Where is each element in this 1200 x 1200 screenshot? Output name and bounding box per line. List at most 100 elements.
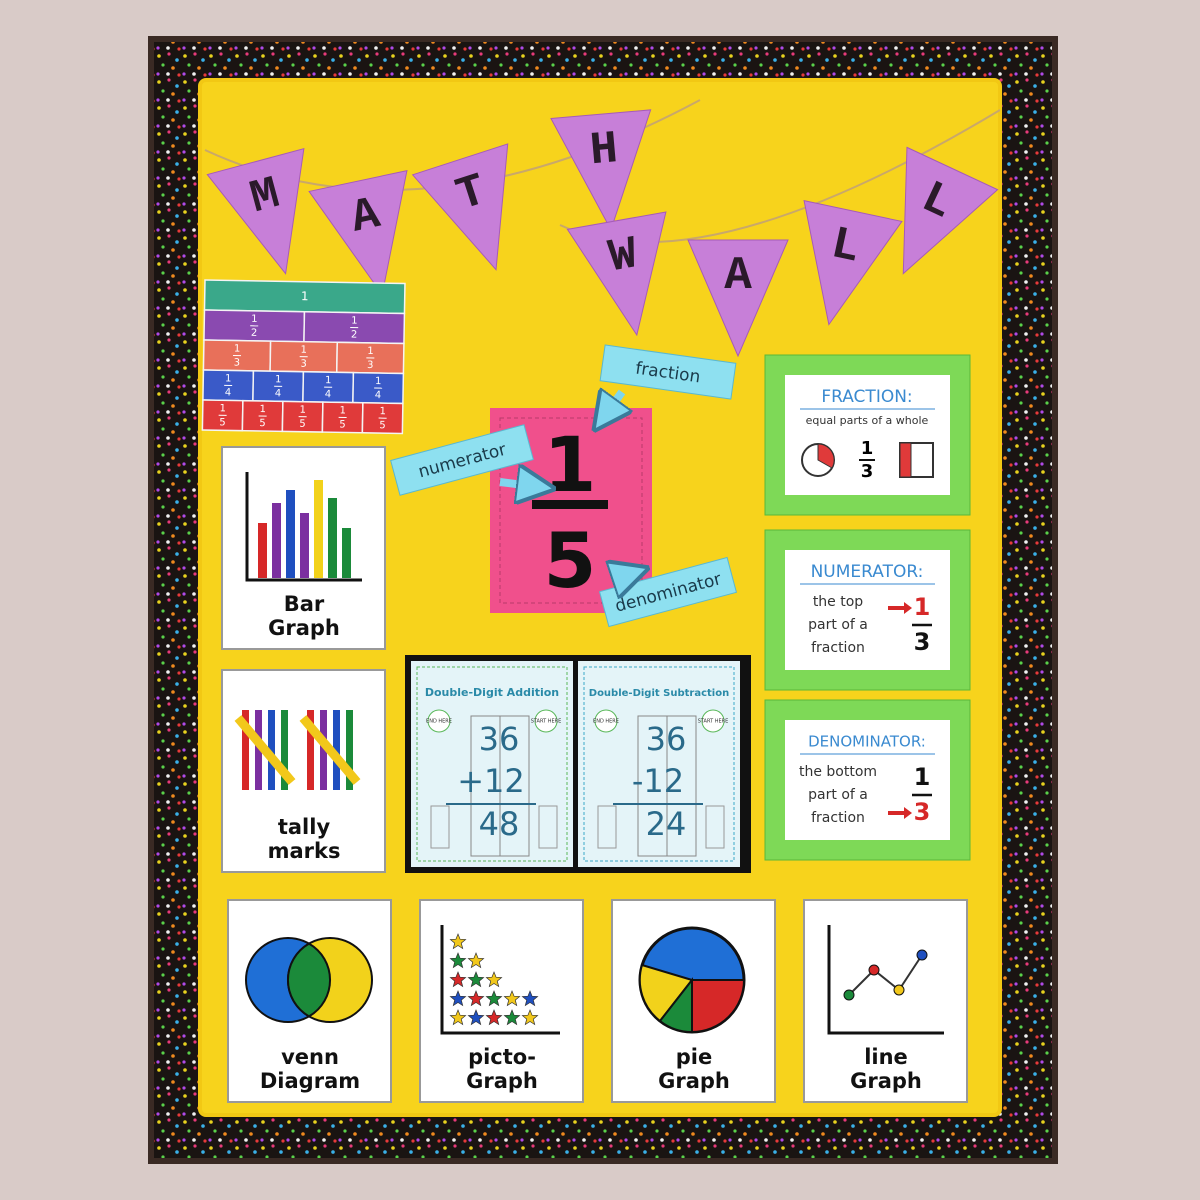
end-label: END HERE [426, 719, 452, 725]
strip-numerator: 1 [379, 406, 386, 417]
bar-icon-part [899, 442, 912, 478]
pointer-arrow [499, 482, 548, 488]
vocab-definition: the top [813, 594, 863, 610]
start-circle [534, 709, 558, 733]
tally-stroke [242, 710, 249, 790]
strip-denominator: 5 [299, 419, 306, 430]
icon-bar [272, 503, 281, 578]
arithmetic-poster: Double-Digit Addition END HERE START HERE 3… [411, 661, 573, 867]
graph-card-bg [221, 669, 386, 873]
tally-slash [299, 715, 361, 785]
strip-numerator: 1 [351, 316, 358, 327]
graph-card-label: Graph [850, 1069, 922, 1093]
term-label-bg [390, 424, 534, 496]
vocab-denominator: 3 [861, 461, 874, 482]
graph-card-label: pie [676, 1045, 712, 1069]
work-box [430, 805, 450, 849]
pennant: A [308, 170, 408, 296]
graph-point [843, 989, 855, 1001]
start-label: START HERE [531, 719, 562, 725]
star [467, 990, 485, 1007]
graph-card-bg [419, 899, 584, 1103]
strip-numerator: 1 [301, 345, 308, 356]
graph-card-label: Graph [658, 1069, 730, 1093]
pie-slice [638, 963, 694, 1023]
pennant: M [206, 148, 305, 275]
pointer-arrow [612, 570, 642, 580]
pennant-shape [206, 148, 305, 275]
strip-numerator: 1 [251, 314, 258, 325]
term-label-bg [598, 556, 738, 628]
star [521, 990, 539, 1007]
bottom-number: -12 [632, 762, 684, 800]
strip-numerator: 1 [339, 405, 346, 416]
icon-bar [286, 490, 295, 578]
star [503, 1009, 521, 1026]
answer-number: 48 [479, 805, 520, 843]
pennant: H [550, 109, 652, 231]
pennant-shape [803, 200, 903, 326]
strip-numerator: 1 [225, 373, 232, 384]
icon-bar [328, 498, 337, 578]
pennant-shape [411, 143, 509, 271]
vocab-title: NUMERATOR: [811, 562, 924, 582]
term-label: fraction [599, 344, 737, 400]
poster-border [416, 666, 568, 862]
poster-border [583, 666, 735, 862]
poster-denominator: 5 [544, 516, 597, 605]
strip-numerator: 1 [275, 374, 282, 385]
pennant-shape [550, 109, 652, 231]
red-arrow-head [904, 807, 912, 819]
pennant: T [411, 143, 509, 271]
graph-card-label: venn [281, 1045, 339, 1069]
graph-card: picto-Graph [419, 899, 584, 1103]
pennant: L [902, 146, 999, 275]
bottom-number: +12 [457, 762, 525, 800]
pennant-shape [566, 211, 667, 337]
tally-stroke [268, 710, 275, 790]
strip-denominator: 2 [351, 330, 358, 341]
star [467, 952, 485, 969]
vocab-denominator: 3 [914, 798, 931, 826]
top-number: 36 [479, 720, 520, 758]
tally-stroke [255, 710, 262, 790]
poster-bg [411, 661, 573, 867]
star [449, 1009, 467, 1026]
venn-overlap [287, 942, 331, 1018]
star [503, 990, 521, 1007]
strip-numerator: 1 [325, 375, 332, 386]
red-arrow-head [904, 602, 912, 614]
vocab-title: DENOMINATOR: [808, 733, 926, 751]
arithmetic-poster: Double-Digit Subtraction END HERE START HE… [578, 661, 740, 867]
strip-denominator: 2 [251, 328, 258, 339]
star [521, 1009, 539, 1026]
graph-point [868, 964, 880, 976]
pie-slice [691, 979, 746, 1034]
graph-card-label: picto- [468, 1045, 536, 1069]
strip-denominator: 3 [367, 360, 374, 371]
axis [440, 925, 560, 1035]
strip-denominator: 3 [300, 359, 307, 370]
end-label: END HERE [593, 719, 619, 725]
star [449, 933, 467, 950]
pointer-arrow [598, 392, 622, 425]
graph-card-label: Bar [284, 592, 325, 616]
star [449, 971, 467, 988]
graph-card-label: line [864, 1045, 908, 1069]
poster-numerator: 1 [544, 420, 597, 509]
vocab-definition: the bottom [799, 764, 877, 780]
start-label: START HERE [698, 719, 729, 725]
strip-numerator: 1 [301, 289, 309, 303]
star [467, 971, 485, 988]
poster-title: Double-Digit Addition [425, 686, 559, 699]
strip-denominator: 3 [234, 358, 241, 369]
vocab-card-inner [785, 720, 950, 840]
vocab-definition: fraction [811, 640, 865, 656]
strip-numerator: 1 [259, 404, 266, 415]
vocab-card-inner [785, 550, 950, 670]
strip-denominator: 4 [275, 388, 282, 399]
